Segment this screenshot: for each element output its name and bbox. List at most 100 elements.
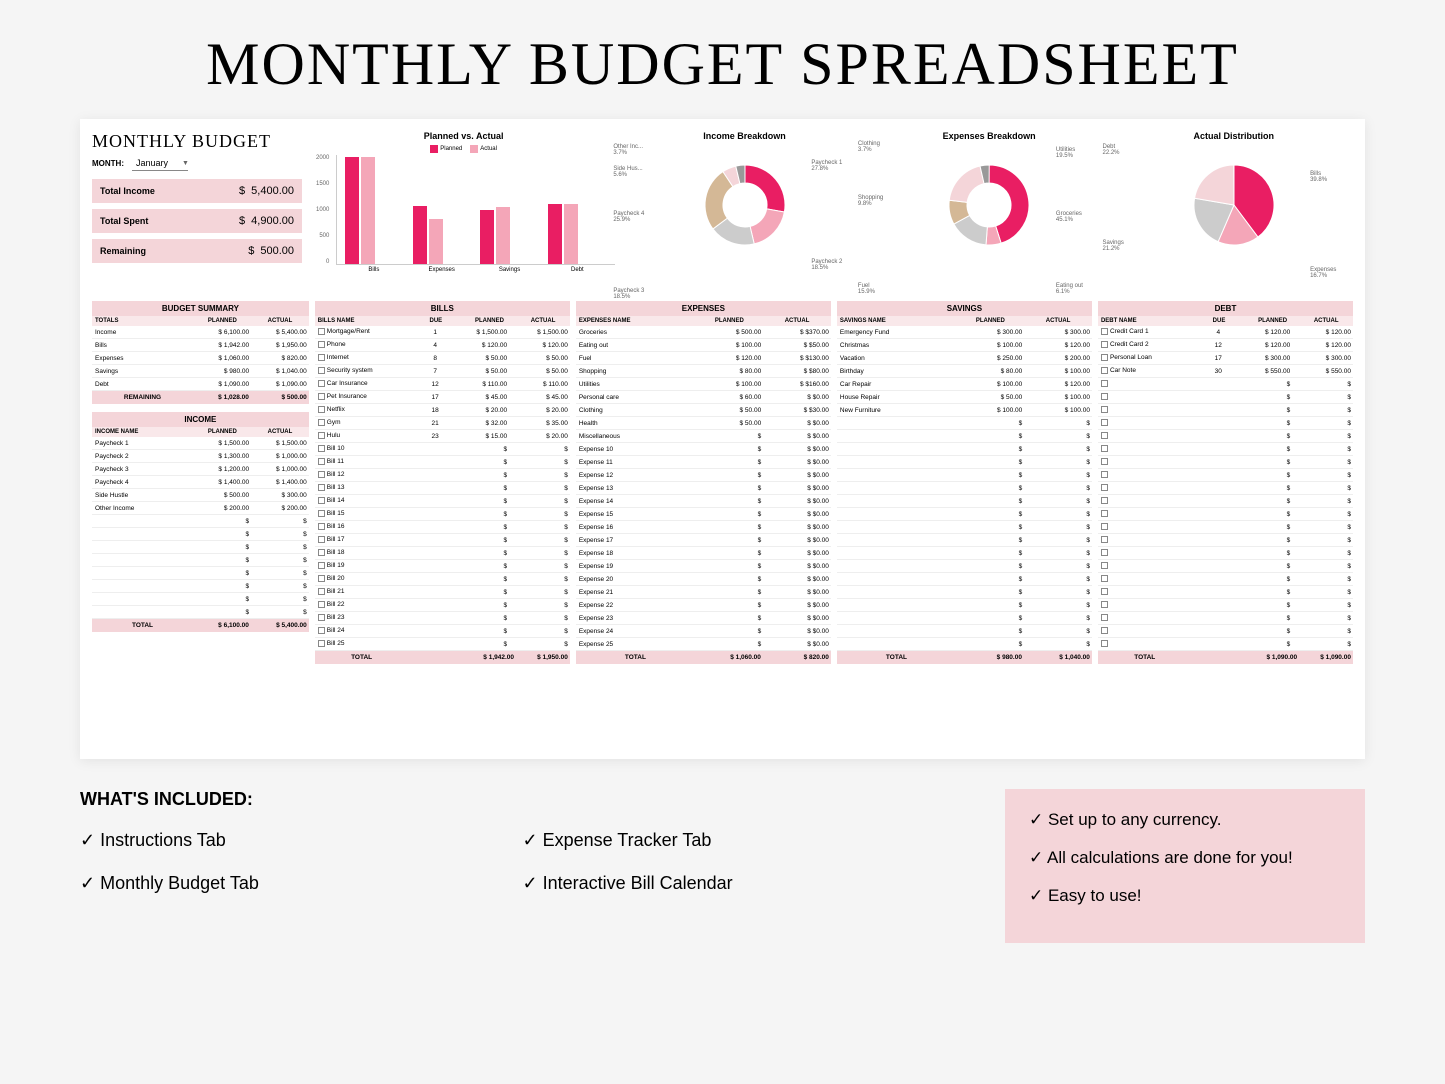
- table-row[interactable]: $$: [837, 521, 1092, 534]
- table-row[interactable]: Bill 14$$: [315, 495, 570, 508]
- table-row[interactable]: Expense 22$$ $0.00: [576, 599, 831, 612]
- table-row[interactable]: House Repair$ 50.00$ 100.00: [837, 391, 1092, 404]
- table-row[interactable]: Car Insurance12$ 110.00$ 110.00: [315, 378, 570, 391]
- checkbox-icon[interactable]: [1101, 601, 1108, 608]
- checkbox-icon[interactable]: [1101, 354, 1108, 361]
- table-row[interactable]: Bill 10$$: [315, 443, 570, 456]
- checkbox-icon[interactable]: [1101, 380, 1108, 387]
- table-row[interactable]: $$: [1098, 521, 1353, 534]
- table-row[interactable]: Fuel$ 120.00$ $130.00: [576, 352, 831, 365]
- checkbox-icon[interactable]: [1101, 497, 1108, 504]
- table-row[interactable]: $$: [837, 456, 1092, 469]
- table-row[interactable]: $$: [837, 573, 1092, 586]
- table-row[interactable]: Personal Loan17$ 300.00$ 300.00: [1098, 352, 1353, 365]
- table-row[interactable]: $$: [837, 560, 1092, 573]
- table-row[interactable]: $$: [1098, 430, 1353, 443]
- table-row[interactable]: Expense 21$$ $0.00: [576, 586, 831, 599]
- checkbox-icon[interactable]: [318, 523, 325, 530]
- checkbox-icon[interactable]: [1101, 471, 1108, 478]
- table-row[interactable]: Miscellaneous$$ $0.00: [576, 430, 831, 443]
- checkbox-icon[interactable]: [318, 341, 325, 348]
- checkbox-icon[interactable]: [1101, 640, 1108, 647]
- checkbox-icon[interactable]: [1101, 575, 1108, 582]
- table-row[interactable]: $$: [837, 469, 1092, 482]
- table-row[interactable]: Bill 12$$: [315, 469, 570, 482]
- checkbox-icon[interactable]: [318, 536, 325, 543]
- table-row[interactable]: Expense 16$$ $0.00: [576, 521, 831, 534]
- table-row[interactable]: $$: [837, 443, 1092, 456]
- table-row[interactable]: Credit Card 14$ 120.00$ 120.00: [1098, 326, 1353, 339]
- table-row[interactable]: $$: [837, 586, 1092, 599]
- table-row[interactable]: $$: [92, 541, 309, 554]
- table-row[interactable]: Gym21$ 32.00$ 35.00: [315, 417, 570, 430]
- table-row[interactable]: $$: [1098, 586, 1353, 599]
- checkbox-icon[interactable]: [318, 367, 325, 374]
- table-row[interactable]: Other Income$ 200.00$ 200.00: [92, 502, 309, 515]
- table-row[interactable]: Expense 23$$ $0.00: [576, 612, 831, 625]
- table-row[interactable]: $$: [1098, 612, 1353, 625]
- table-row[interactable]: Security system7$ 50.00$ 50.00: [315, 365, 570, 378]
- table-row[interactable]: Expense 24$$ $0.00: [576, 625, 831, 638]
- table-row[interactable]: Expense 18$$ $0.00: [576, 547, 831, 560]
- checkbox-icon[interactable]: [318, 445, 325, 452]
- table-row[interactable]: Bill 16$$: [315, 521, 570, 534]
- table-row[interactable]: $$: [92, 554, 309, 567]
- table-row[interactable]: Groceries$ 500.00$ $370.00: [576, 326, 831, 339]
- table-row[interactable]: Side Hustle$ 500.00$ 300.00: [92, 489, 309, 502]
- checkbox-icon[interactable]: [318, 380, 325, 387]
- table-row[interactable]: Expense 11$$ $0.00: [576, 456, 831, 469]
- table-row[interactable]: Car Repair$ 100.00$ 120.00: [837, 378, 1092, 391]
- table-row[interactable]: $$: [92, 606, 309, 619]
- checkbox-icon[interactable]: [318, 419, 325, 426]
- checkbox-icon[interactable]: [318, 406, 325, 413]
- table-row[interactable]: $$: [1098, 573, 1353, 586]
- checkbox-icon[interactable]: [318, 575, 325, 582]
- checkbox-icon[interactable]: [1101, 484, 1108, 491]
- checkbox-icon[interactable]: [1101, 549, 1108, 556]
- table-row[interactable]: $$: [1098, 443, 1353, 456]
- table-row[interactable]: $$: [1098, 508, 1353, 521]
- checkbox-icon[interactable]: [318, 471, 325, 478]
- checkbox-icon[interactable]: [1101, 328, 1108, 335]
- table-row[interactable]: Expense 15$$ $0.00: [576, 508, 831, 521]
- checkbox-icon[interactable]: [318, 393, 325, 400]
- checkbox-icon[interactable]: [1101, 393, 1108, 400]
- checkbox-icon[interactable]: [318, 484, 325, 491]
- table-row[interactable]: $$: [837, 534, 1092, 547]
- checkbox-icon[interactable]: [318, 510, 325, 517]
- checkbox-icon[interactable]: [318, 588, 325, 595]
- checkbox-icon[interactable]: [1101, 523, 1108, 530]
- table-row[interactable]: Bill 22$$: [315, 599, 570, 612]
- table-row[interactable]: Bill 20$$: [315, 573, 570, 586]
- checkbox-icon[interactable]: [1101, 627, 1108, 634]
- table-row[interactable]: $$: [837, 430, 1092, 443]
- table-row[interactable]: Expense 19$$ $0.00: [576, 560, 831, 573]
- table-row[interactable]: $$: [837, 612, 1092, 625]
- checkbox-icon[interactable]: [1101, 419, 1108, 426]
- table-row[interactable]: Expense 12$$ $0.00: [576, 469, 831, 482]
- checkbox-icon[interactable]: [1101, 510, 1108, 517]
- table-row[interactable]: Paycheck 3$ 1,200.00$ 1,000.00: [92, 463, 309, 476]
- table-row[interactable]: $$: [1098, 560, 1353, 573]
- table-row[interactable]: $$: [1098, 599, 1353, 612]
- table-row[interactable]: Emergency Fund$ 300.00$ 300.00: [837, 326, 1092, 339]
- table-row[interactable]: $$: [92, 528, 309, 541]
- table-row[interactable]: $$: [837, 638, 1092, 651]
- table-row[interactable]: $$: [1098, 391, 1353, 404]
- table-row[interactable]: Expense 14$$ $0.00: [576, 495, 831, 508]
- table-row[interactable]: Expense 13$$ $0.00: [576, 482, 831, 495]
- table-row[interactable]: $$: [837, 599, 1092, 612]
- checkbox-icon[interactable]: [318, 562, 325, 569]
- table-row[interactable]: Bill 15$$: [315, 508, 570, 521]
- table-row[interactable]: Christmas$ 100.00$ 120.00: [837, 339, 1092, 352]
- table-row[interactable]: Hulu23$ 15.00$ 20.00: [315, 430, 570, 443]
- table-row[interactable]: Bill 25$$: [315, 638, 570, 651]
- table-row[interactable]: Expense 17$$ $0.00: [576, 534, 831, 547]
- checkbox-icon[interactable]: [1101, 536, 1108, 543]
- table-row[interactable]: $$: [1098, 482, 1353, 495]
- table-row[interactable]: $$: [837, 495, 1092, 508]
- checkbox-icon[interactable]: [1101, 614, 1108, 621]
- table-row[interactable]: $$: [1098, 417, 1353, 430]
- table-row[interactable]: Mortgage/Rent1$ 1,500.00$ 1,500.00: [315, 326, 570, 339]
- table-row[interactable]: Clothing$ 50.00$ $30.00: [576, 404, 831, 417]
